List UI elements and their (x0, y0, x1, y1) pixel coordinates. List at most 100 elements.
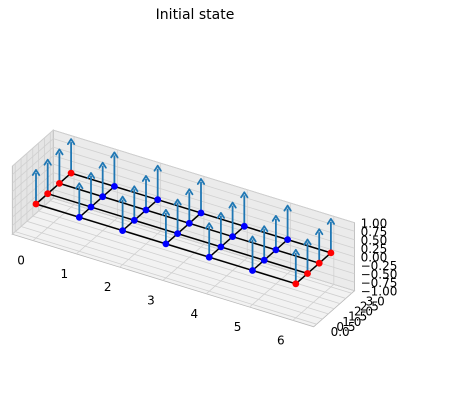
spin-arrow-head (31, 169, 41, 176)
z-tick-label: 0.00 (361, 251, 388, 265)
spin-arrow-head (141, 175, 151, 182)
lattice-point (174, 230, 182, 238)
x-tick-label: 0 (17, 254, 25, 268)
lattice-point (272, 246, 280, 254)
y-tick-label: 0.0 (331, 325, 350, 339)
grid-back-z (53, 129, 355, 224)
lattice-point (162, 240, 170, 248)
lattice-column (78, 185, 115, 218)
lattice-point (327, 249, 335, 257)
lattice-point (217, 243, 225, 251)
spin-arrow-head (55, 148, 64, 156)
z-tick-label: 0.50 (361, 234, 388, 248)
lattice-point (154, 196, 162, 204)
spin-arrow-head (240, 191, 249, 199)
lattice-column (165, 212, 202, 245)
spin-arrow-head (185, 188, 194, 196)
z-tick-label: −0.25 (361, 259, 398, 273)
lattice-point (67, 169, 75, 177)
spin-arrow-head (153, 164, 162, 172)
x-tick-label: 5 (234, 320, 242, 334)
lattice-point (56, 180, 63, 187)
spin-arrow-head (303, 238, 312, 246)
lattice-column (208, 225, 245, 258)
lattice-point (111, 183, 118, 190)
spin-arrow-head (173, 198, 182, 206)
spin-arrow-head (86, 172, 96, 179)
y-tick-label: 1.0 (342, 315, 361, 329)
spin-arrow-head (291, 248, 300, 256)
lattice-point (284, 236, 291, 244)
grid-floor-y (15, 231, 317, 325)
x-tick-label: 1 (61, 267, 69, 281)
lattice-column (252, 239, 289, 272)
lattice-point (142, 206, 150, 214)
lattice-point (315, 259, 323, 267)
grid-side-z (12, 129, 54, 167)
y-tick-label: 1.5 (348, 310, 367, 324)
lattice-point (44, 190, 52, 198)
lattice-point (229, 233, 237, 241)
z-tick-label: −1.00 (361, 285, 398, 299)
x-tick-label: 4 (190, 307, 198, 321)
spin-arrow-head (326, 217, 336, 225)
x-tick-label: 6 (277, 333, 285, 347)
spin-arrow-head (216, 211, 226, 219)
spin-arrow-head (118, 195, 127, 203)
grid-back-z (53, 138, 355, 232)
grid-side-z (12, 146, 54, 184)
lattice-point (32, 200, 40, 208)
grid-side-z (12, 180, 54, 218)
z-tick-label: −0.75 (361, 276, 398, 290)
spin-arrow-head (196, 178, 206, 185)
lattice-point (119, 227, 126, 235)
grid-floor-y (26, 220, 329, 315)
spin-arrow-head (283, 204, 292, 212)
lattice-point (130, 216, 138, 224)
z-tick-label: 0.75 (361, 225, 388, 239)
grid-side-z (12, 197, 54, 235)
lattice-point (197, 209, 205, 217)
y-tick-label: 0.5 (336, 320, 355, 334)
grid-back-z (53, 189, 355, 283)
grid-side-z (12, 172, 54, 209)
lattice-point (240, 222, 248, 230)
z-tick-label: −0.50 (361, 268, 398, 282)
tick-layer: 01234560.00.51.01.52.02.53.0−1.00−0.75−0… (17, 217, 397, 348)
spin-arrow-head (205, 222, 214, 230)
lattice-point (260, 256, 268, 264)
lattice-point (304, 270, 311, 277)
spin-arrow-head (161, 208, 171, 216)
lattice-point (99, 193, 107, 201)
y-tick-label: 3.0 (366, 294, 385, 308)
grid-floor-y (38, 210, 341, 304)
grid-floor-y (20, 226, 323, 320)
spin-arrow-head (130, 185, 139, 193)
lattice-point (292, 280, 300, 288)
spin-arrow-head (228, 201, 237, 209)
x-tick-label: 3 (147, 293, 155, 307)
x-tick-label: 2 (104, 280, 112, 294)
lattice-column (295, 252, 332, 285)
grid-side-z (12, 163, 54, 201)
spin-arrow-head (110, 151, 119, 159)
spin-arrow-head (248, 235, 257, 243)
y-tick-label: 2.0 (354, 305, 373, 319)
grid-floor-y (32, 215, 335, 310)
y-tick-label: 2.5 (360, 299, 379, 313)
spin-arrow-head (271, 214, 281, 222)
lattice-column (35, 172, 72, 205)
lattice-point (87, 203, 95, 211)
chart-title: Initial state (155, 7, 235, 23)
lattice-point (205, 253, 213, 261)
z-tick-label: 0.25 (361, 242, 388, 256)
spin-arrow-head (260, 225, 269, 233)
spin-arrow-head (315, 228, 324, 236)
lattice-point (75, 213, 83, 221)
spin-arrow-head (67, 138, 76, 146)
lattice-column (122, 199, 159, 232)
spin-arrow-head (75, 182, 84, 190)
grid-side-z (12, 138, 54, 175)
spin-arrow-head (43, 158, 52, 166)
